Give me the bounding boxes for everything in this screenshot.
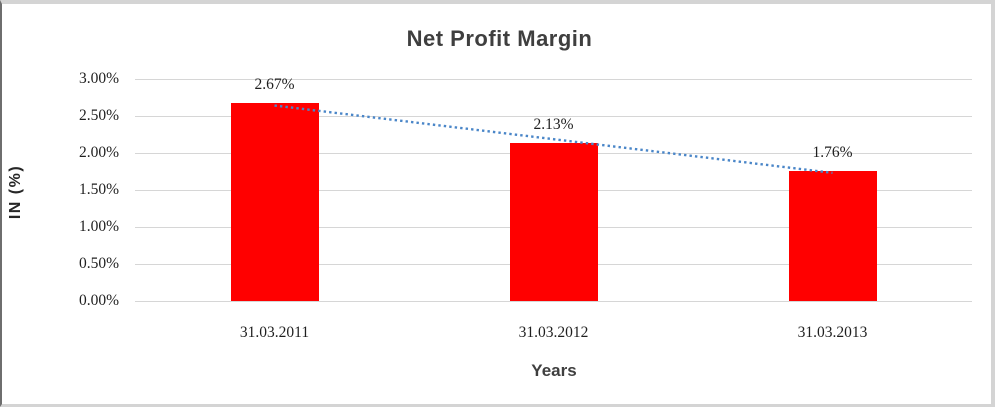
bar-data-label: 2.67% bbox=[254, 76, 295, 94]
x-tick-label: 31.03.2012 bbox=[518, 324, 589, 341]
x-axis-title: Years bbox=[531, 361, 577, 380]
x-tick-label: 31.03.2013 bbox=[797, 324, 868, 341]
y-tick-label: 2.00% bbox=[78, 144, 119, 161]
y-tick-label: 2.50% bbox=[78, 107, 119, 124]
y-tick-label: 0.00% bbox=[78, 292, 119, 309]
bar bbox=[788, 170, 877, 301]
y-tick-label: 0.50% bbox=[78, 255, 119, 272]
gridline bbox=[135, 79, 972, 80]
bar-data-label: 2.13% bbox=[533, 116, 574, 134]
bar bbox=[230, 103, 319, 301]
y-tick-label: 1.50% bbox=[78, 181, 119, 198]
y-tick-label: 1.00% bbox=[78, 218, 119, 235]
bar bbox=[509, 143, 598, 301]
bar-data-label: 1.76% bbox=[812, 143, 853, 161]
y-tick-label: 3.00% bbox=[78, 70, 119, 87]
gridline bbox=[135, 301, 972, 302]
x-tick-label: 31.03.2011 bbox=[239, 324, 310, 341]
chart-title: Net Profit Margin bbox=[406, 26, 593, 51]
y-axis-title: IN (%) bbox=[7, 164, 24, 220]
